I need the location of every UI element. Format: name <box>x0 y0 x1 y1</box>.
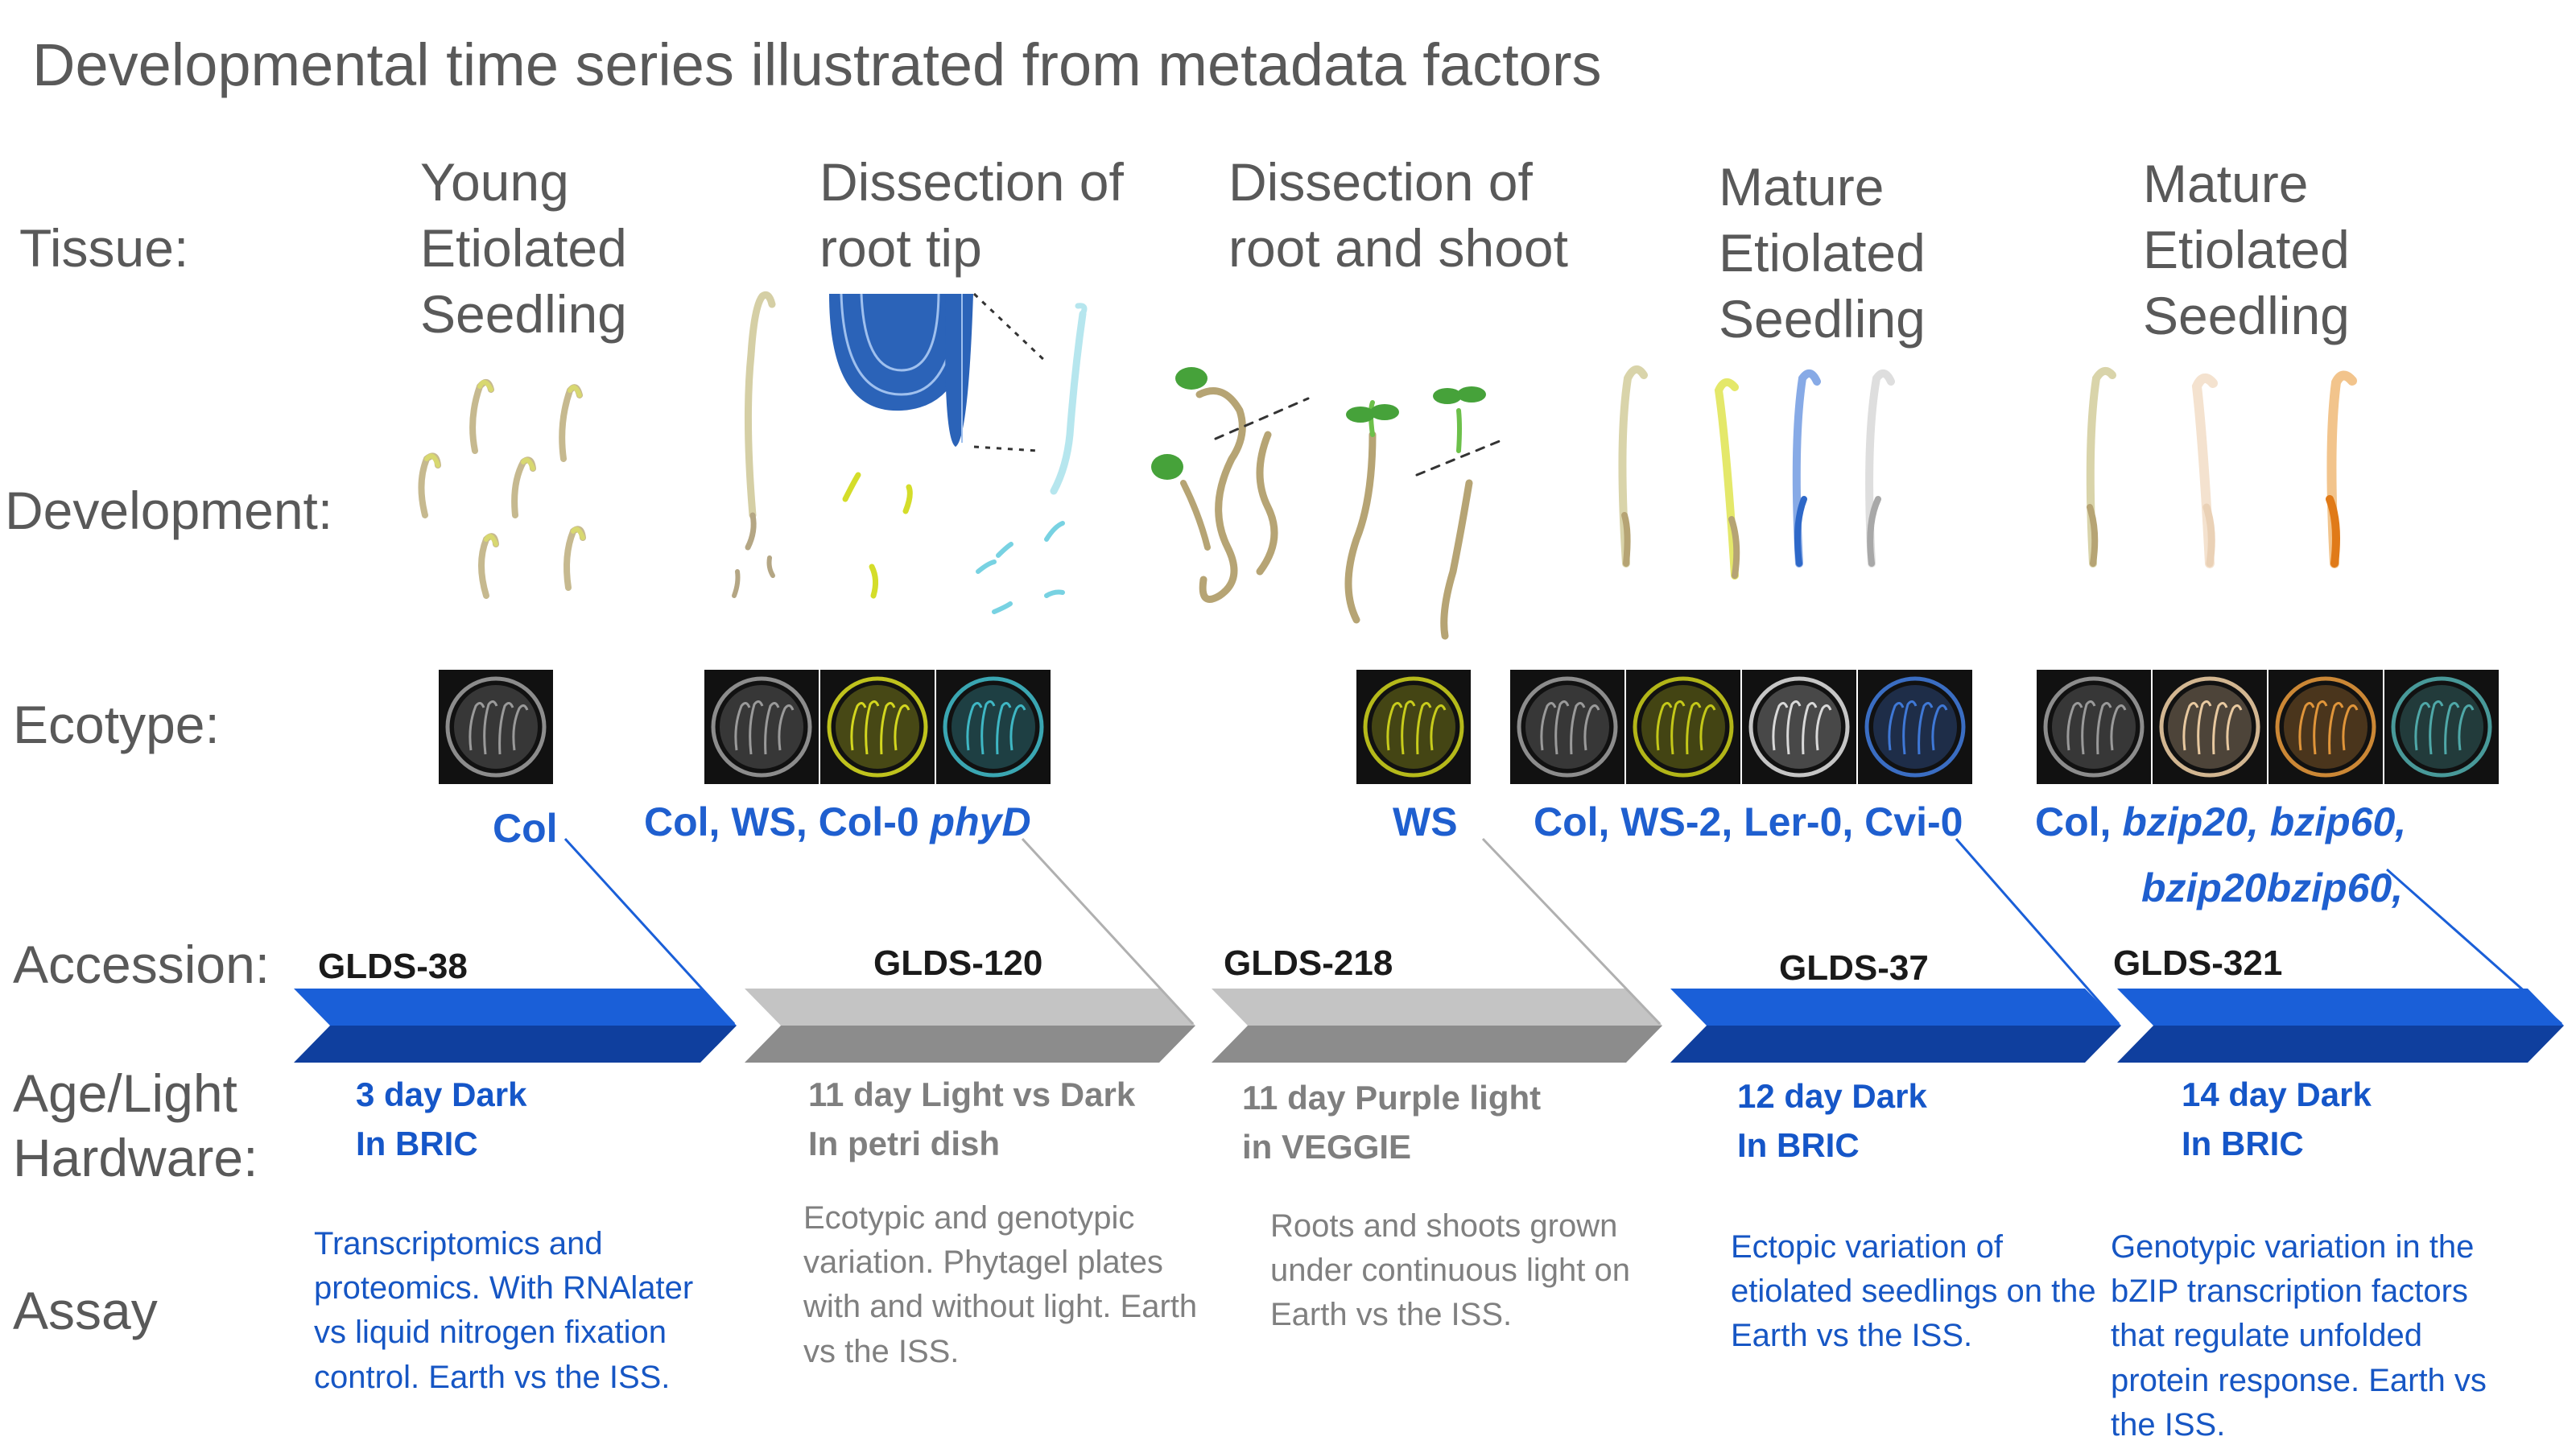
ecotype-plate <box>1858 670 1972 784</box>
age-light-label-1: 3 day Dark In BRIC <box>356 1075 527 1162</box>
connector-line-3 <box>1481 837 1662 1026</box>
age-light-label-3: 11 day Purple light in VEGGIE <box>1242 1079 1542 1166</box>
ecotype-label-5-genes: bzip20, bzip60, <box>2122 799 2407 844</box>
ecotype-plate <box>439 670 553 784</box>
row-label-development: Development: <box>5 481 333 540</box>
ecotype-plate <box>1742 670 1856 784</box>
ecotype-plate <box>2153 670 2267 784</box>
assay-text-5: Genotypic variation in the bZIP transcri… <box>2111 1229 2487 1443</box>
ecotype-plate <box>704 670 819 784</box>
ecotype-plate <box>2384 670 2499 784</box>
timeline-arrow-2 <box>745 989 1195 1063</box>
timeline-arrow-3 <box>1212 989 1662 1063</box>
ecotype-plate <box>1510 670 1624 784</box>
accession-label-4: GLDS-37 <box>1779 948 1929 988</box>
assay-text-4: Ectopic variation of etiolated seedlings… <box>1731 1229 2096 1354</box>
timeline-arrow-1 <box>294 989 737 1063</box>
connector-line-5 <box>2386 868 2562 1026</box>
assay-text-1: Transcriptomics and proteomics. With RNA… <box>314 1226 694 1395</box>
assay-text-3: Roots and shoots grown under continuous … <box>1270 1208 1630 1333</box>
row-label-hardware: Hardware: <box>13 1128 258 1187</box>
connector-line-2 <box>1021 837 1195 1026</box>
ecotype-label-3: WS <box>1393 799 1458 844</box>
seedlings-young-etiolated <box>418 378 586 599</box>
ecotype-plate <box>1626 670 1740 784</box>
row-label-assay: Assay <box>13 1281 158 1340</box>
row-label-tissue: Tissue: <box>19 218 189 278</box>
ecotype-plate <box>936 670 1051 784</box>
ecotype-label-5-double-mutant: bzip20bzip60, <box>2141 865 2404 910</box>
ecotype-label-5-text: Col, <box>2035 799 2123 844</box>
ecotype-label-2: Col, WS, Col-0 phyD <box>644 799 1031 845</box>
diagram-title: Developmental time series illustrated fr… <box>32 31 1602 98</box>
row-label-age-light: Age/Light <box>13 1063 237 1123</box>
connector-line-4 <box>1955 838 2120 1025</box>
ecotype-plate <box>820 670 935 784</box>
accession-label-5: GLDS-321 <box>2113 943 2283 983</box>
ecotype-label-5-line2: bzip20bzip60, <box>2141 865 2403 911</box>
assay-text-2: Ecotypic and genotypic variation. Phytag… <box>803 1200 1198 1369</box>
ecotype-label-4: Col, WS-2, Ler-0, Cvi-0 <box>1534 799 1963 844</box>
age-light-label-2: 11 day Light vs Dark In petri dish <box>808 1075 1136 1162</box>
tissue-label-1: Young Etiolated Seedling <box>420 152 627 344</box>
tissue-label-5: Mature Etiolated Seedling <box>2143 154 2350 345</box>
accession-label-1: GLDS-38 <box>318 947 468 986</box>
seedlings-root-shoot <box>1180 387 1507 640</box>
age-light-label-4: 12 day Dark In BRIC <box>1737 1077 1927 1164</box>
ecotype-label-2-text: Col, WS, Col-0 <box>644 799 931 844</box>
seedling-cotyledons <box>1151 367 1486 480</box>
seedlings-mature-etiolated-4 <box>1618 365 1895 580</box>
root-tip-illustration <box>829 292 1048 452</box>
ecotype-plate <box>2268 670 2383 784</box>
ecotype-label-1: Col <box>493 806 558 851</box>
timeline-arrow-4 <box>1670 989 2121 1063</box>
age-light-label-5: 14 day Dark In BRIC <box>2182 1075 2372 1162</box>
timeline-arrow-5 <box>2117 989 2564 1063</box>
ecotype-label-5: Col, bzip20, bzip60, <box>2035 799 2406 845</box>
ecotype-plate <box>1356 670 1471 784</box>
accession-label-2: GLDS-120 <box>873 943 1043 983</box>
row-label-ecotype: Ecotype: <box>13 695 220 754</box>
tissue-label-3: Dissection of root and shoot <box>1228 152 1568 278</box>
connector-line-1 <box>564 837 736 1026</box>
row-label-accession: Accession: <box>13 935 270 994</box>
tissue-label-2: Dissection of root tip <box>819 152 1124 278</box>
ecotype-plate <box>2037 670 2151 784</box>
seedlings-root-tip <box>732 291 1088 614</box>
ecotype-label-2-gene: phyD <box>930 799 1031 844</box>
seedlings-mature-etiolated-bzip <box>2086 366 2357 568</box>
tissue-label-4: Mature Etiolated Seedling <box>1719 157 1926 349</box>
accession-label-3: GLDS-218 <box>1224 943 1393 983</box>
